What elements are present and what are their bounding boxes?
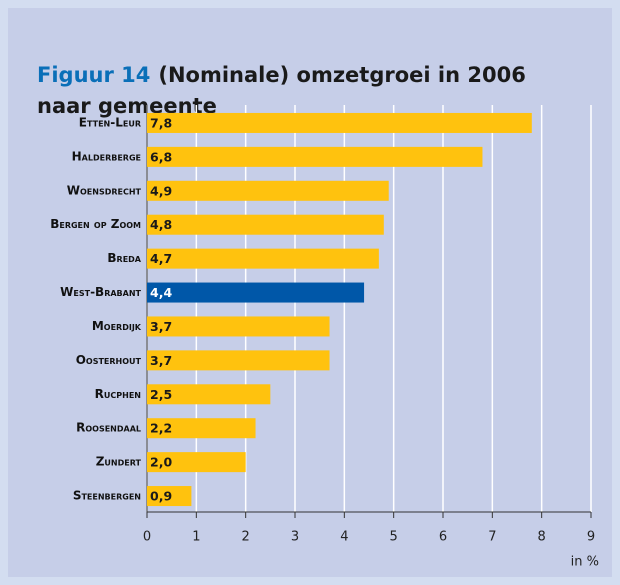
- value-label: 2,0: [150, 455, 172, 470]
- value-label: 4,4: [150, 285, 172, 300]
- y-tick-label: Halderberge: [72, 149, 141, 163]
- value-label: 3,7: [150, 319, 172, 334]
- figure-label: Figuur 14: [37, 63, 151, 87]
- value-label: 4,8: [150, 217, 172, 232]
- bar: [147, 384, 271, 405]
- y-tick-label: Zundert: [96, 455, 142, 469]
- value-label: 6,8: [150, 149, 172, 164]
- value-label: 0,9: [150, 489, 172, 504]
- bar: [147, 112, 532, 133]
- y-tick-label: West-Brabant: [60, 285, 141, 299]
- value-label: 3,7: [150, 353, 172, 368]
- value-label: 4,9: [150, 183, 172, 198]
- x-tick-label: 6: [439, 530, 447, 545]
- bar: [147, 486, 192, 507]
- y-tick-label: Moerdijk: [92, 319, 142, 333]
- y-tick-label: Breda: [107, 251, 141, 265]
- bar: [147, 350, 330, 371]
- bar: [147, 418, 256, 439]
- bar: [147, 180, 389, 201]
- x-tick-label: 3: [291, 530, 299, 545]
- y-tick-label: Bergen op Zoom: [50, 217, 141, 231]
- y-tick-label: Etten-Leur: [79, 115, 141, 129]
- bar: [147, 248, 379, 269]
- bar: [147, 214, 384, 235]
- x-tick-label: 5: [390, 530, 398, 545]
- bar: [147, 316, 330, 337]
- bar: [147, 282, 365, 303]
- y-tick-label: Steenbergen: [73, 489, 141, 503]
- value-label: 2,2: [150, 421, 172, 436]
- y-tick-label: Woensdrecht: [67, 183, 142, 197]
- value-label: 7,8: [150, 115, 172, 130]
- x-tick-label: 0: [143, 530, 151, 545]
- x-tick-label: 8: [538, 530, 546, 545]
- bar: [147, 146, 483, 167]
- x-tick-label: 1: [192, 530, 200, 545]
- x-tick-label: 2: [242, 530, 250, 545]
- y-tick-label: Oosterhout: [76, 353, 142, 367]
- x-tick-label: 7: [488, 530, 496, 545]
- bar: [147, 452, 246, 473]
- x-tick-label: 9: [587, 530, 595, 545]
- y-tick-label: Roosendaal: [76, 421, 141, 435]
- y-tick-label: Rucphen: [95, 387, 141, 401]
- value-label: 4,7: [150, 251, 172, 266]
- x-tick-label: 4: [340, 530, 348, 545]
- value-label: 2,5: [150, 387, 172, 402]
- x-axis-label: in %: [571, 555, 599, 570]
